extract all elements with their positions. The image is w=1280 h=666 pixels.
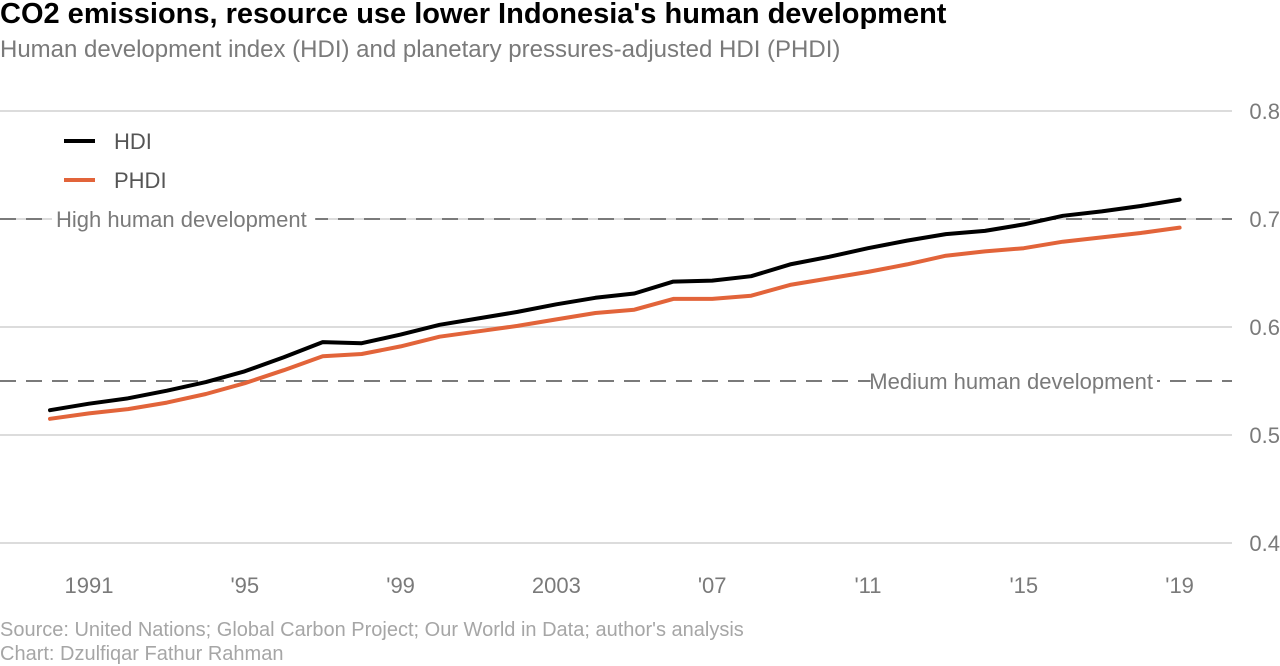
y-tick-label: 0.6 — [1249, 315, 1280, 340]
source-note: Source: United Nations; Global Carbon Pr… — [0, 619, 744, 641]
x-tick-label: '15 — [1009, 573, 1038, 598]
x-axis-tick-labels: 1991 '95 '99 2003 '07 '11 '15 '19 — [65, 573, 1194, 598]
chart-footer: Source: United Nations; Global Carbon Pr… — [0, 618, 744, 666]
reference-line-label: High human development — [56, 207, 307, 232]
reference-lines: High human development Medium human devel… — [0, 205, 1232, 394]
x-tick-label: '99 — [386, 573, 415, 598]
y-tick-label: 0.8 — [1249, 99, 1280, 124]
reference-label-background — [52, 205, 316, 231]
y-tick-label: 0.7 — [1249, 207, 1280, 232]
x-tick-label: '07 — [698, 573, 727, 598]
y-tick-label: 0.5 — [1249, 423, 1280, 448]
chart-subtitle: Human development index (HDI) and planet… — [0, 36, 841, 63]
x-tick-label: '11 — [854, 573, 881, 598]
reference-label-background — [870, 367, 1157, 393]
x-tick-label: 2003 — [532, 573, 581, 598]
legend: HDI PHDI — [64, 129, 167, 193]
x-tick-label: '19 — [1165, 573, 1194, 598]
legend-label-phdi: PHDI — [114, 168, 167, 193]
series-line-phdi — [48, 225, 1182, 421]
gridlines — [0, 110, 1232, 544]
y-tick-label: 0.4 — [1249, 531, 1280, 556]
legend-label-hdi: HDI — [114, 129, 152, 154]
x-tick-label: 1991 — [65, 573, 114, 598]
y-axis-tick-labels: 0.4 0.5 0.6 0.7 0.8 — [1249, 99, 1280, 556]
chart-credit: Chart: Dzulfiqar Fathur Rahman — [0, 643, 284, 665]
series-line-hdi — [48, 197, 1182, 413]
chart-title: CO2 emissions, resource use lower Indone… — [0, 0, 947, 30]
series-lines — [48, 197, 1182, 421]
reference-line-label: Medium human development — [869, 369, 1153, 394]
x-tick-label: '95 — [230, 573, 259, 598]
